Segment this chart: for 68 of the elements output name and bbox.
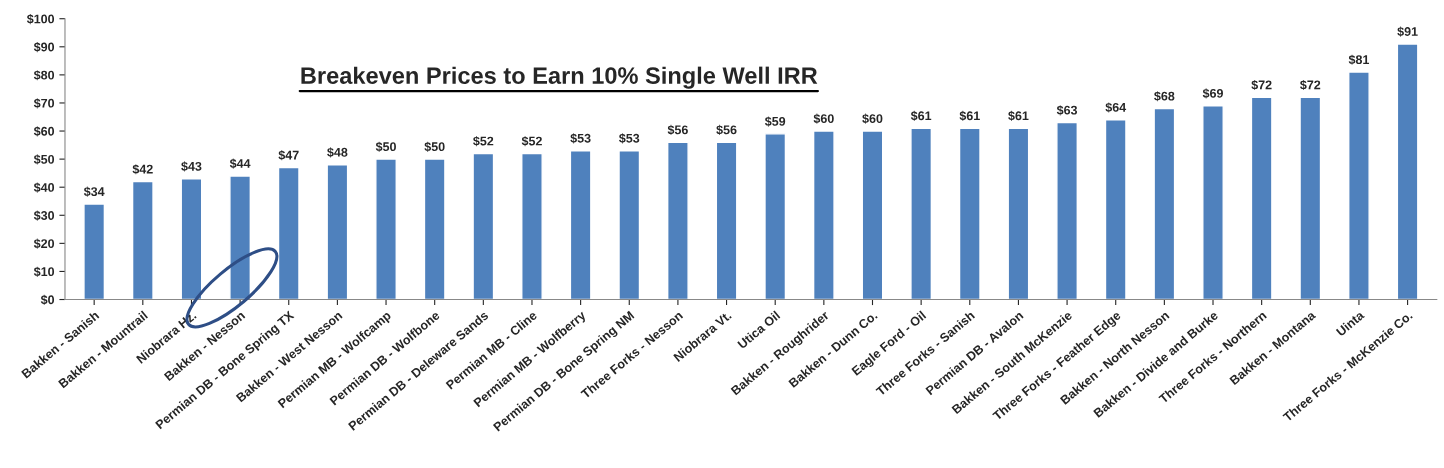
data-label: $52 [521, 136, 542, 147]
data-label: $81 [1348, 54, 1370, 65]
y-tick-label: $70 [33, 98, 55, 109]
bar [1250, 96, 1273, 300]
data-label: $53 [570, 133, 591, 144]
bar [1348, 71, 1370, 300]
data-label: $72 [1251, 79, 1272, 91]
data-label: $50 [424, 141, 445, 152]
data-label: $61 [910, 110, 932, 122]
bar [958, 127, 981, 300]
data-label: $60 [862, 113, 883, 124]
bar [277, 166, 300, 300]
data-label: $48 [327, 147, 348, 158]
data-label: $68 [1154, 91, 1175, 102]
text: Breakeven Prices to Earn 10% Single Well IRR [301, 66, 818, 89]
bar [131, 180, 154, 300]
bar [910, 127, 933, 300]
bar [1396, 43, 1419, 300]
bar [1007, 127, 1030, 300]
data-label: $63 [1056, 105, 1078, 116]
bar [764, 133, 787, 300]
bar [1153, 107, 1176, 300]
y-tick-label: $30 [33, 210, 55, 221]
bar [375, 158, 397, 300]
data-label: $64 [1105, 102, 1127, 113]
data-label: $44 [229, 158, 251, 169]
bar [861, 130, 884, 300]
y-tick-label: $50 [33, 154, 55, 165]
y-tick-label: $100 [26, 13, 55, 25]
data-label: $42 [132, 164, 153, 175]
bar [229, 175, 252, 300]
y-tick-label: $40 [33, 182, 55, 193]
bar [521, 152, 543, 300]
bar [83, 203, 106, 300]
data-label: $56 [667, 124, 688, 136]
data-label: $61 [959, 110, 980, 122]
bar [812, 130, 835, 300]
bar [423, 158, 446, 300]
y-tick-label: $10 [33, 266, 55, 277]
data-label: $43 [181, 161, 202, 172]
bar [472, 152, 495, 300]
data-label: $69 [1202, 88, 1223, 99]
y-tick-label: $0 [40, 294, 55, 305]
data-label: $61 [1008, 110, 1029, 122]
y-tick-label: $60 [33, 126, 55, 137]
bar [1056, 121, 1078, 300]
data-label: $72 [1300, 79, 1321, 91]
data-label: $34 [83, 186, 105, 197]
bar [326, 164, 349, 300]
data-label: $47 [278, 150, 299, 161]
y-tick-label: $90 [33, 42, 55, 53]
bar [180, 178, 203, 300]
data-label: $56 [716, 124, 737, 136]
bar [1202, 105, 1224, 300]
bar [1104, 119, 1127, 300]
bar [569, 150, 592, 300]
bar [618, 150, 641, 300]
bar [715, 141, 738, 300]
data-label: $52 [473, 136, 494, 147]
y-tick-label: $20 [33, 238, 55, 249]
data-label: $60 [813, 113, 834, 124]
bar [667, 141, 689, 300]
data-label: $91 [1397, 26, 1418, 37]
data-label: $59 [764, 116, 786, 127]
data-label: $53 [619, 133, 640, 144]
bar [1299, 96, 1322, 300]
y-tick-label: $80 [33, 70, 55, 81]
data-label: $50 [375, 141, 396, 152]
